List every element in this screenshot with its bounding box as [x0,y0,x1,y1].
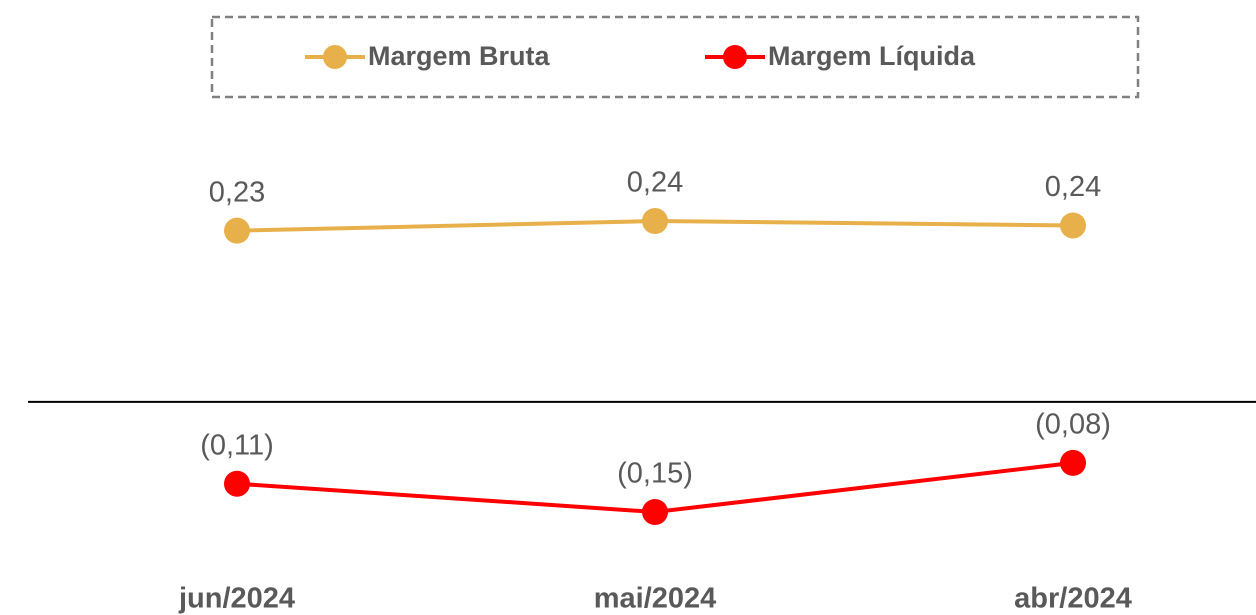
point [642,499,668,525]
x-tick-label: jun/2024 [178,583,295,615]
x-tick-label: mai/2024 [594,583,717,615]
point [1060,449,1086,476]
point [224,217,250,244]
data-label: 0,24 [1045,171,1101,203]
x-tick-label: abr/2024 [1014,583,1132,615]
point [224,470,250,497]
legend-box [210,15,1140,99]
data-label: 0,24 [627,167,683,199]
data-label: 0,23 [209,176,265,208]
point [1060,212,1086,239]
legend-label: Margem Bruta [368,41,551,71]
legend-marker [323,45,347,69]
point [642,208,668,234]
data-label: (0,11) [200,429,274,461]
data-label: (0,08) [1035,409,1111,441]
data-label: (0,15) [617,458,693,490]
legend-label: Margem Líquida [768,41,976,71]
legend-marker [723,45,747,69]
